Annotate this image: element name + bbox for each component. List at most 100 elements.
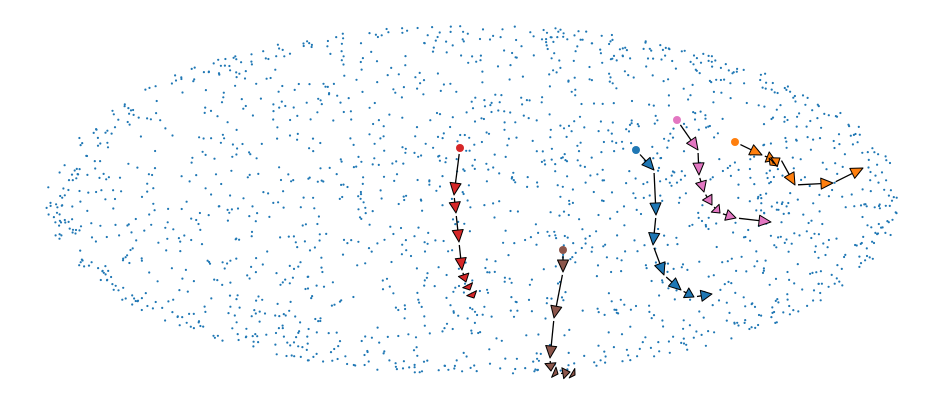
- background-point: [760, 209, 763, 212]
- background-point: [608, 72, 611, 75]
- background-point: [827, 285, 830, 288]
- background-point: [219, 141, 222, 144]
- background-point: [413, 371, 416, 374]
- background-point: [444, 161, 447, 164]
- trajectory-arrow-head: [568, 368, 576, 379]
- background-point: [781, 174, 784, 177]
- background-point: [217, 58, 220, 61]
- background-point: [112, 113, 115, 116]
- background-point: [235, 58, 238, 61]
- trajectory-arrow-head: [748, 144, 763, 156]
- background-point: [67, 188, 70, 192]
- background-point: [148, 271, 151, 274]
- background-point: [137, 116, 140, 119]
- background-point: [611, 82, 614, 85]
- background-point: [75, 167, 78, 170]
- background-point: [744, 235, 747, 239]
- background-point: [775, 246, 778, 249]
- background-point: [257, 295, 260, 298]
- background-point: [183, 234, 186, 237]
- background-point: [503, 276, 506, 279]
- trajectory-arrow-shaft: [550, 320, 555, 347]
- background-point: [327, 332, 330, 335]
- background-point: [646, 181, 649, 184]
- background-point: [235, 76, 238, 79]
- background-point: [698, 260, 701, 263]
- background-point: [548, 234, 551, 237]
- background-point: [414, 135, 417, 138]
- background-point: [813, 250, 817, 253]
- background-point: [282, 313, 285, 316]
- background-point: [680, 170, 683, 173]
- background-point: [299, 206, 302, 209]
- background-point: [379, 189, 382, 192]
- background-point: [629, 308, 633, 311]
- background-point: [704, 114, 707, 117]
- background-point: [559, 195, 562, 198]
- background-point: [533, 370, 536, 373]
- background-point: [274, 343, 277, 346]
- background-point: [423, 279, 426, 282]
- background-point: [248, 151, 251, 154]
- background-point: [863, 203, 866, 206]
- background-point: [516, 210, 520, 213]
- background-point: [871, 257, 874, 260]
- background-point: [229, 194, 232, 197]
- background-point: [403, 304, 406, 307]
- background-point: [457, 267, 460, 270]
- background-point: [58, 171, 61, 174]
- background-point: [646, 57, 650, 60]
- background-point: [683, 49, 686, 52]
- background-point: [661, 279, 664, 282]
- background-point: [151, 173, 154, 177]
- background-point: [687, 98, 690, 101]
- background-point: [87, 264, 91, 267]
- background-point: [571, 188, 575, 191]
- background-point: [203, 111, 206, 114]
- background-point: [666, 243, 669, 246]
- background-point: [609, 76, 612, 79]
- background-point: [601, 102, 604, 105]
- background-point: [588, 234, 591, 238]
- background-point: [437, 266, 440, 269]
- background-point: [630, 119, 633, 122]
- background-point: [496, 65, 500, 68]
- background-point: [388, 359, 391, 362]
- background-point: [322, 285, 326, 288]
- background-point: [707, 54, 710, 58]
- background-point: [795, 138, 798, 141]
- background-point: [283, 55, 286, 58]
- background-point: [689, 94, 692, 97]
- background-point: [711, 176, 714, 179]
- background-point: [577, 30, 580, 33]
- background-point: [217, 72, 221, 75]
- background-point: [771, 116, 775, 119]
- background-point: [771, 311, 774, 314]
- background-point: [667, 78, 670, 81]
- background-point: [753, 155, 756, 158]
- background-point: [222, 96, 225, 99]
- background-point: [461, 370, 464, 373]
- background-point: [625, 182, 628, 185]
- background-point: [619, 298, 622, 301]
- background-point-cloud: [45, 25, 898, 375]
- background-point: [390, 66, 393, 69]
- background-point: [662, 325, 665, 328]
- background-point: [121, 259, 125, 262]
- background-point: [820, 282, 824, 285]
- background-point: [152, 202, 155, 205]
- background-point: [311, 295, 314, 298]
- background-point: [730, 337, 733, 340]
- background-point: [340, 160, 343, 163]
- background-point: [508, 78, 511, 81]
- background-point: [492, 202, 495, 205]
- background-point: [61, 204, 64, 207]
- background-point: [136, 166, 139, 169]
- background-point: [154, 149, 157, 153]
- background-point: [634, 196, 637, 200]
- background-point: [338, 340, 342, 343]
- background-point: [808, 184, 811, 188]
- background-point: [181, 277, 184, 280]
- background-point: [785, 205, 788, 208]
